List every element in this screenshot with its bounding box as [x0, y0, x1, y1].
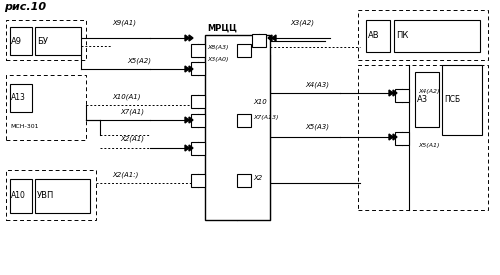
Text: ПК: ПК [396, 32, 408, 40]
Text: X9(А1): X9(А1) [112, 20, 136, 26]
Text: X3(А0): X3(А0) [207, 57, 229, 62]
Bar [394, 20, 480, 52]
Bar [191, 142, 205, 155]
Text: А9: А9 [11, 37, 22, 45]
Text: X10(А1): X10(А1) [112, 94, 140, 100]
Text: А3: А3 [417, 95, 428, 103]
Bar [358, 65, 488, 210]
Text: X8(А3): X8(А3) [207, 45, 229, 50]
Text: X5(А3): X5(А3) [305, 124, 329, 130]
Polygon shape [189, 145, 193, 151]
Text: X5(А1): X5(А1) [418, 142, 440, 147]
Polygon shape [185, 66, 189, 72]
Bar [10, 179, 32, 213]
Polygon shape [272, 35, 276, 41]
Bar [35, 179, 90, 213]
Text: X3(А2): X3(А2) [290, 20, 314, 26]
Text: X2: X2 [253, 175, 262, 181]
Bar [415, 72, 439, 127]
Bar [191, 44, 205, 57]
Polygon shape [389, 90, 393, 96]
Polygon shape [189, 117, 193, 123]
Bar [6, 75, 86, 140]
Text: ПСБ: ПСБ [444, 95, 460, 104]
Bar [191, 174, 205, 187]
Bar [366, 20, 390, 52]
Text: X5(А2): X5(А2) [127, 58, 151, 64]
Text: X2(А1:): X2(А1:) [112, 172, 138, 178]
Polygon shape [189, 35, 193, 41]
Polygon shape [393, 90, 397, 96]
Bar [395, 89, 409, 102]
Bar [10, 84, 32, 112]
Text: АВ: АВ [368, 32, 380, 40]
Bar [237, 44, 251, 57]
Text: X4(А3): X4(А3) [305, 82, 329, 88]
Text: А10: А10 [11, 191, 26, 200]
Bar [205, 35, 270, 220]
Bar [252, 34, 266, 47]
Text: X10: X10 [253, 99, 267, 105]
Polygon shape [189, 66, 193, 72]
Text: X7(А13): X7(А13) [253, 114, 278, 120]
Text: X4(А2): X4(А2) [418, 89, 440, 95]
Bar [191, 95, 205, 108]
Text: УВП: УВП [37, 191, 54, 200]
Polygon shape [185, 145, 189, 151]
Text: X7(А1): X7(А1) [120, 109, 144, 115]
Bar [442, 65, 482, 135]
Bar [6, 170, 96, 220]
Polygon shape [185, 117, 189, 123]
Text: МСН-301: МСН-301 [10, 125, 38, 130]
Bar [237, 114, 251, 127]
Polygon shape [185, 35, 189, 41]
Text: БУ: БУ [37, 37, 48, 45]
Polygon shape [268, 35, 272, 41]
Bar [191, 62, 205, 75]
Bar [395, 132, 409, 145]
Bar [10, 27, 32, 55]
Text: рис.10: рис.10 [4, 2, 46, 12]
Bar [191, 114, 205, 127]
Bar [6, 20, 86, 60]
Bar [358, 10, 488, 60]
Text: МРЦЦ: МРЦЦ [207, 23, 237, 32]
Bar [35, 27, 81, 55]
Polygon shape [393, 134, 397, 140]
Bar [237, 174, 251, 187]
Text: А13: А13 [11, 94, 26, 103]
Text: X2(А1): X2(А1) [120, 136, 144, 142]
Polygon shape [389, 134, 393, 140]
